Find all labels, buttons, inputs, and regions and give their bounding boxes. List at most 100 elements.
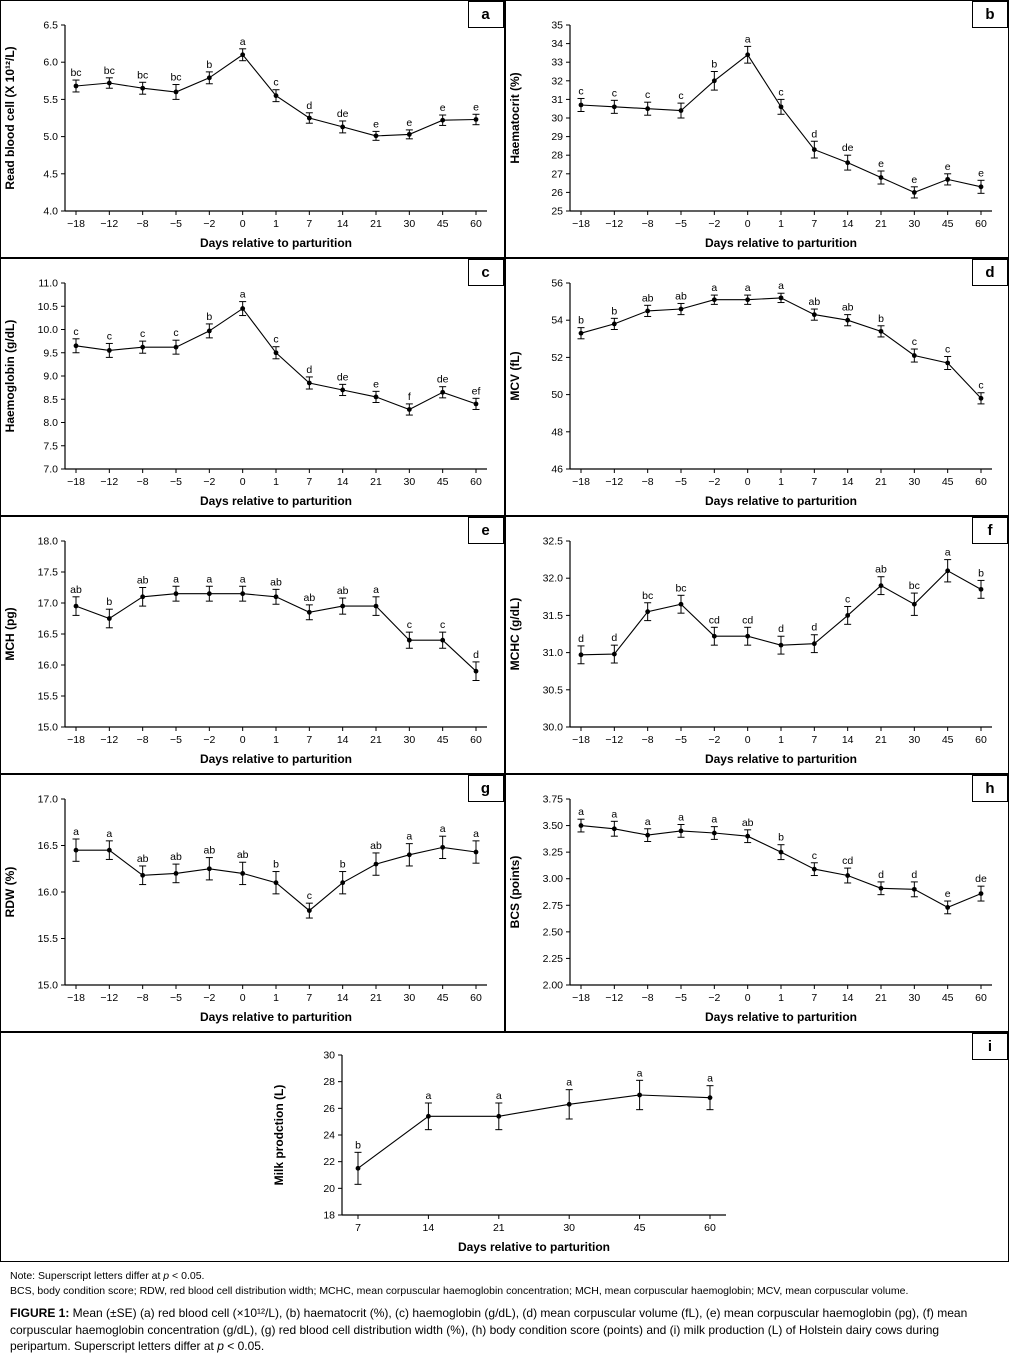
x-tick-label: 60 (470, 992, 482, 1004)
x-axis-title: Days relative to parturition (200, 1010, 352, 1024)
sig-letter: e (978, 167, 984, 179)
x-tick-label: 14 (337, 734, 349, 746)
sig-letter: d (611, 632, 617, 644)
x-tick-label: −12 (605, 218, 623, 230)
sig-letter: c (811, 850, 816, 862)
x-tick-label: 14 (841, 218, 853, 230)
panel-letter-g: g (468, 775, 504, 802)
sig-letter: a (206, 573, 212, 585)
x-tick-label: 45 (437, 734, 449, 746)
x-tick-label: −12 (605, 992, 623, 1004)
data-point (474, 850, 479, 855)
sig-letter: a (711, 814, 717, 826)
data-point (645, 106, 650, 111)
x-tick-label: 60 (975, 992, 987, 1004)
data-point (274, 350, 279, 355)
sig-letter: d (306, 364, 312, 376)
sig-letter: e (473, 101, 479, 113)
y-axis-title: Haematocrit (%) (508, 72, 522, 163)
data-point (140, 345, 145, 350)
x-axis-title: Days relative to parturition (457, 1240, 609, 1254)
sig-letter: a (744, 33, 750, 45)
data-point (240, 52, 245, 57)
sig-letter: bc (137, 69, 148, 81)
data-point (778, 104, 783, 109)
sig-letter: ab (237, 849, 249, 861)
data-point (611, 826, 616, 831)
y-axis-title: MCV (fL) (508, 351, 522, 400)
data-point (374, 133, 379, 138)
data-point (240, 871, 245, 876)
x-tick-label: 0 (744, 218, 750, 230)
chart-c: 7.07.58.08.59.09.510.010.511.0−18−12−8−5… (1, 259, 503, 513)
sig-letter: b (578, 315, 584, 327)
data-point (611, 322, 616, 327)
x-tick-label: 1 (273, 734, 279, 746)
x-tick-label: −8 (641, 476, 653, 488)
y-axis-title: MCH (pg) (3, 607, 17, 660)
y-tick-label: 30 (323, 1050, 335, 1062)
data-point (778, 295, 783, 300)
x-tick-label: 14 (841, 476, 853, 488)
note-line: Note: Superscript letters differ at p < … (10, 1269, 999, 1284)
x-tick-label: −5 (170, 992, 182, 1004)
sig-letter: ab (303, 592, 315, 604)
data-point (240, 591, 245, 596)
data-point (174, 345, 179, 350)
sig-letter: bc (642, 590, 653, 602)
x-tick-label: 14 (337, 218, 349, 230)
y-tick-label: 4.0 (43, 206, 58, 218)
data-point (911, 353, 916, 358)
panel-letter-d: d (972, 259, 1008, 286)
data-point (578, 331, 583, 336)
data-point (274, 594, 279, 599)
x-tick-label: 21 (875, 992, 887, 1004)
figure-suffix: < 0.05. (224, 1339, 264, 1353)
panel-letter-h: h (972, 775, 1008, 802)
x-axis-title: Days relative to parturition (200, 494, 352, 508)
x-tick-label: 30 (403, 992, 415, 1004)
data-point (207, 75, 212, 80)
x-tick-label: −18 (572, 992, 590, 1004)
data-point (845, 318, 850, 323)
panel-letter-a: a (468, 1, 504, 28)
sig-letter: a (425, 1090, 431, 1102)
x-tick-label: −12 (100, 476, 118, 488)
x-tick-label: −12 (605, 734, 623, 746)
data-point (440, 638, 445, 643)
x-tick-label: 7 (811, 992, 817, 1004)
y-tick-label: 7.5 (43, 440, 58, 452)
x-tick-label: 7 (306, 992, 312, 1004)
sig-letter: a (611, 808, 617, 820)
data-point (340, 880, 345, 885)
sig-letter: ab (841, 302, 853, 314)
sig-letter: a (578, 806, 584, 818)
data-point (845, 873, 850, 878)
sig-letter: bc (104, 65, 115, 77)
x-tick-label: −8 (137, 476, 149, 488)
x-tick-label: −2 (203, 734, 215, 746)
x-tick-label: 7 (355, 1222, 361, 1234)
sig-letter: a (711, 282, 717, 294)
x-tick-label: 1 (273, 476, 279, 488)
x-tick-label: −12 (100, 218, 118, 230)
data-point (107, 348, 112, 353)
y-tick-label: 16.0 (38, 660, 59, 672)
x-tick-label: −5 (675, 734, 687, 746)
x-tick-label: 1 (778, 992, 784, 1004)
data-point (678, 602, 683, 607)
y-axis-title: MCHC (g/dL) (508, 598, 522, 671)
data-point (711, 831, 716, 836)
sig-letter: c (778, 86, 783, 98)
sig-letter: ab (875, 564, 887, 576)
y-tick-label: 3.50 (542, 820, 563, 832)
x-tick-label: 21 (875, 218, 887, 230)
data-point (678, 828, 683, 833)
abbreviations-line: BCS, body condition score; RDW, red bloo… (10, 1284, 999, 1299)
data-point (978, 396, 983, 401)
